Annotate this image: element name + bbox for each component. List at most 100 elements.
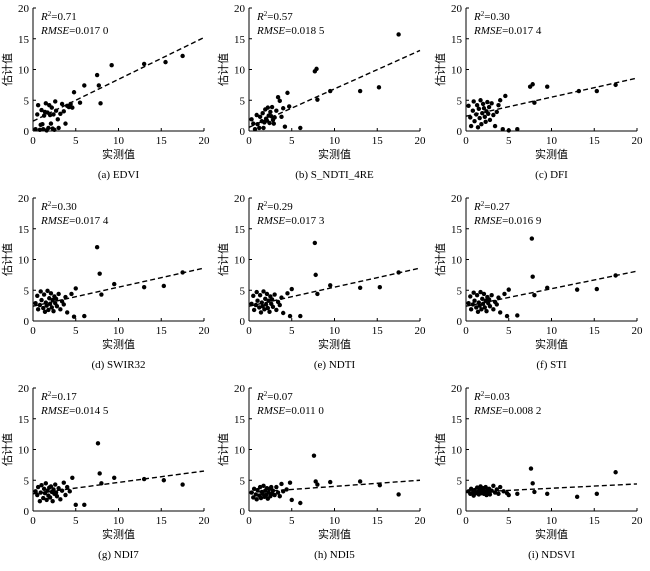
r-equals: = (484, 11, 490, 23)
data-point (58, 307, 63, 312)
data-point (180, 270, 185, 275)
data-point (396, 32, 401, 37)
data-point (257, 125, 262, 131)
data-point (249, 490, 254, 495)
y-tick-label: 20 (451, 193, 463, 205)
y-tick-label: 5 (240, 95, 246, 107)
y-tick-label: 10 (234, 445, 246, 457)
data-point (487, 117, 493, 123)
r-equals: = (484, 201, 490, 213)
data-point (77, 100, 83, 105)
data-point (67, 489, 72, 494)
data-point (271, 121, 276, 126)
data-point (42, 309, 48, 314)
data-point (262, 307, 267, 312)
r-equals: = (51, 391, 57, 403)
y-tick-label: 10 (18, 445, 30, 457)
data-point (41, 113, 47, 118)
y-tick-label: 20 (18, 383, 30, 395)
data-point (500, 126, 505, 132)
rmse-value: 0.011 0 (291, 405, 324, 417)
r-superscript: 2 (264, 390, 268, 398)
rmse-annotation: RMSE=0.017 0 (40, 25, 109, 37)
data-point (254, 497, 259, 502)
data-point (502, 291, 507, 297)
data-point (529, 236, 535, 241)
x-tick-label: 20 (415, 515, 427, 527)
data-point (61, 480, 66, 485)
data-point (50, 297, 55, 303)
data-point (254, 112, 259, 118)
fit-line (248, 49, 421, 128)
r-symbol: R (256, 391, 264, 403)
data-point (97, 271, 102, 276)
data-point (480, 296, 485, 302)
rmse-value: 0.016 9 (508, 215, 542, 227)
x-tick-label: 20 (199, 515, 211, 527)
y-tick-label: 10 (18, 255, 30, 267)
data-point (279, 295, 284, 300)
data-point (269, 297, 275, 302)
x-tick-label: 10 (329, 515, 341, 527)
data-point (474, 112, 479, 117)
data-point (261, 125, 266, 131)
data-point (257, 305, 262, 310)
y-tick-label: 10 (451, 65, 463, 77)
panel-caption: (h) NDI5 (314, 549, 355, 561)
data-point (474, 292, 480, 298)
x-tick-label: 5 (289, 325, 295, 337)
data-point (277, 302, 282, 308)
data-point (249, 117, 254, 122)
data-point (613, 470, 618, 475)
x-tick-label: 15 (156, 325, 168, 337)
data-point (69, 291, 74, 297)
rmse-equals: = (285, 405, 291, 417)
data-point (39, 482, 44, 488)
y-tick-label: 0 (24, 316, 30, 328)
x-tick-label: 10 (113, 515, 125, 527)
data-point (33, 126, 38, 132)
data-point (63, 492, 68, 498)
r-symbol: R (40, 201, 48, 213)
y-tick-label: 5 (457, 285, 463, 297)
data-point (40, 122, 45, 127)
data-point (289, 286, 294, 292)
r-superscript: 2 (264, 10, 268, 18)
rmse-value: 0.017 0 (75, 25, 109, 37)
x-tick-label: 0 (30, 135, 36, 147)
data-point (281, 489, 286, 494)
data-point (489, 488, 494, 493)
fit-line (465, 270, 638, 307)
r-equals: = (51, 11, 57, 23)
data-point (39, 107, 44, 113)
data-point (281, 310, 286, 316)
data-point (328, 283, 333, 288)
data-point (258, 495, 264, 501)
data-point (257, 292, 263, 298)
data-point (532, 489, 537, 495)
y-tick-label: 0 (240, 506, 246, 518)
y-tick-label: 20 (234, 3, 246, 15)
data-point (99, 292, 104, 297)
data-point (251, 495, 256, 500)
r-superscript: 2 (481, 200, 485, 208)
data-point (257, 484, 263, 490)
data-point (471, 290, 476, 295)
data-point (496, 491, 501, 496)
r-squared-value: 0.30 (490, 11, 510, 23)
data-point (82, 83, 87, 88)
data-point (99, 481, 104, 486)
fit-line (248, 267, 421, 307)
data-point (315, 482, 320, 487)
data-point (532, 292, 537, 298)
x-tick-label: 20 (415, 325, 427, 337)
x-tick-label: 0 (463, 135, 469, 147)
data-point (47, 112, 53, 118)
y-tick-label: 5 (457, 475, 463, 487)
data-point (287, 480, 293, 485)
scatter-chart: 0 5 10 15 2005101520实测值估计值R2=0.27RMSE=0.016 … (434, 193, 643, 371)
data-point (472, 298, 477, 303)
data-point (112, 475, 117, 480)
rmse-value: 0.008 2 (508, 405, 541, 417)
data-point (263, 302, 269, 307)
